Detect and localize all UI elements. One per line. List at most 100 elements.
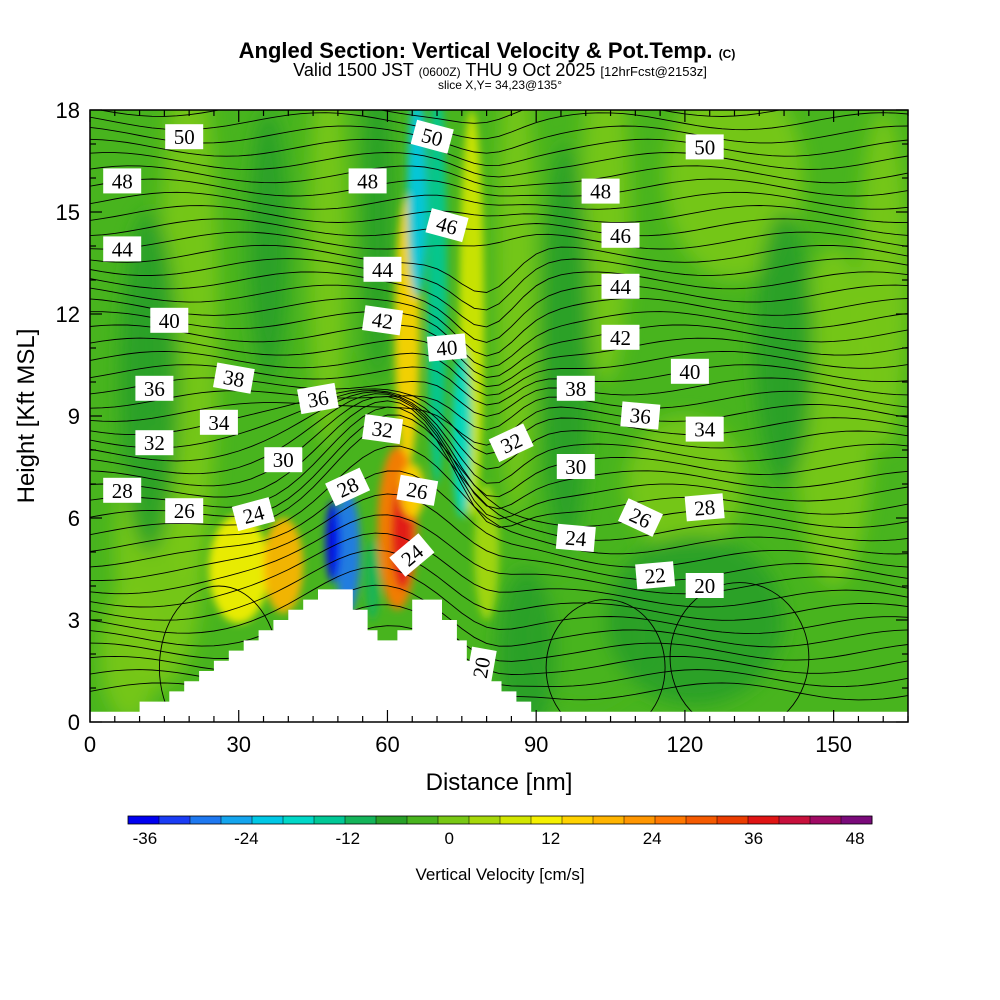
colorbar-swatch <box>562 816 594 824</box>
theta-label-text: 24 <box>564 526 588 552</box>
x-tick-label: 60 <box>375 732 399 757</box>
theta-label: 44 <box>103 236 142 262</box>
theta-label-text: 26 <box>174 499 195 523</box>
theta-label-box <box>135 430 174 456</box>
theta-label-text: 42 <box>610 326 631 350</box>
theta-contour-line <box>90 165 908 188</box>
theta-label-box <box>556 454 595 479</box>
theta-label-text: 34 <box>208 411 230 435</box>
theta-label: 44 <box>601 273 640 299</box>
theta-label: 36 <box>297 382 339 415</box>
x-axis-label: Distance [nm] <box>426 769 573 796</box>
colorbar-swatch <box>438 816 470 824</box>
colorbar-swatch <box>717 816 749 824</box>
colorbar-swatch <box>779 816 811 824</box>
theta-label-text: 30 <box>565 455 586 479</box>
theta-contour-line <box>90 532 908 608</box>
colorbar-swatch <box>283 816 315 824</box>
colorbar-tick-label: 0 <box>445 829 454 848</box>
theta-contour-line <box>90 470 908 568</box>
theta-label: 24 <box>555 523 596 553</box>
y-tick-label: 9 <box>68 404 80 429</box>
y-tick-label: 6 <box>68 506 80 531</box>
colorbar-swatch <box>593 816 625 824</box>
theta-closed-contour <box>545 599 666 722</box>
theta-contour-line <box>90 271 908 328</box>
colorbar: -36 -24 -12 0 12 24 36 48 <box>127 815 873 848</box>
theta-label-box <box>581 178 620 204</box>
theta-contour-line <box>90 566 908 635</box>
theta-label-text: 22 <box>644 563 667 589</box>
colorbar-swatch <box>655 816 687 824</box>
velocity-blob <box>365 538 381 620</box>
theta-label-text: 38 <box>565 377 586 401</box>
theta-label: 20 <box>465 646 497 689</box>
theta-contour-line <box>90 396 908 510</box>
y-tick-label: 15 <box>56 200 80 225</box>
theta-contour-line <box>90 297 908 357</box>
colorbar-swatch <box>407 816 439 824</box>
colorbar-swatch <box>686 816 718 824</box>
theta-label-box <box>103 477 142 503</box>
theta-label: 42 <box>362 305 404 336</box>
theta-label-box <box>103 168 142 194</box>
slice-info: slice X,Y= 34,23@135° <box>438 78 562 92</box>
theta-label-box <box>601 324 640 350</box>
theta-label-box <box>325 467 371 507</box>
colorbar-swatch <box>314 816 346 824</box>
theta-label-text: 44 <box>112 237 134 261</box>
theta-contour-line <box>90 604 908 662</box>
theta-label: 24 <box>389 533 435 577</box>
theta-label: 46 <box>601 222 640 248</box>
theta-label-text: 40 <box>159 309 180 333</box>
colorbar-swatch <box>810 816 842 824</box>
theta-contour-line <box>90 112 908 140</box>
theta-label: 28 <box>103 477 142 503</box>
theta-label-box <box>635 561 676 590</box>
theta-contour-line <box>90 350 908 396</box>
theta-contour-line <box>90 390 908 470</box>
theta-label-box <box>685 416 724 442</box>
theta-label: 40 <box>150 307 189 333</box>
theta-label-box <box>297 382 339 415</box>
colorbar-tick-label: 36 <box>744 829 763 848</box>
x-tick-label: 120 <box>667 732 704 757</box>
theta-label-box <box>213 362 255 394</box>
colorbar-swatch <box>748 816 780 824</box>
theta-contour-line <box>90 191 908 210</box>
theta-label: 50 <box>685 134 724 160</box>
theta-label-box <box>556 375 595 401</box>
y-tick-label: 0 <box>68 710 80 735</box>
theta-contour-line <box>90 445 908 555</box>
theta-label: 32 <box>135 430 174 456</box>
theta-label-box <box>685 134 724 160</box>
colorbar-swatch <box>624 816 656 824</box>
velocity-blob <box>858 110 908 450</box>
theta-label-text: 46 <box>610 224 631 248</box>
chart-title: Angled Section: Vertical Velocity & Pot.… <box>239 38 736 63</box>
colorbar-swatch <box>376 816 408 824</box>
theta-label-text: 44 <box>372 258 394 282</box>
theta-label: 28 <box>325 467 371 507</box>
theta-contour-line <box>90 406 908 528</box>
theta-label-box <box>601 222 640 248</box>
velocity-blob <box>263 518 304 614</box>
theta-label-box <box>684 493 725 522</box>
theta-label-box <box>396 474 439 506</box>
theta-label-box <box>362 414 404 445</box>
colorbar-tick-label: -24 <box>234 829 259 848</box>
theta-label-box <box>488 423 534 463</box>
theta-label: 24 <box>231 497 276 532</box>
theta-label-text: 40 <box>435 335 458 361</box>
theta-label-text: 48 <box>112 169 133 193</box>
colorbar-swatch <box>159 816 191 824</box>
theta-contour-line <box>90 311 908 369</box>
theta-contour-line <box>90 231 908 250</box>
theta-label: 26 <box>165 498 204 524</box>
theta-label-box <box>103 236 142 262</box>
theta-label: 20 <box>685 573 724 598</box>
y-tick-label: 18 <box>56 98 80 123</box>
colorbar-swatch <box>469 816 501 824</box>
theta-label: 50 <box>410 119 454 154</box>
